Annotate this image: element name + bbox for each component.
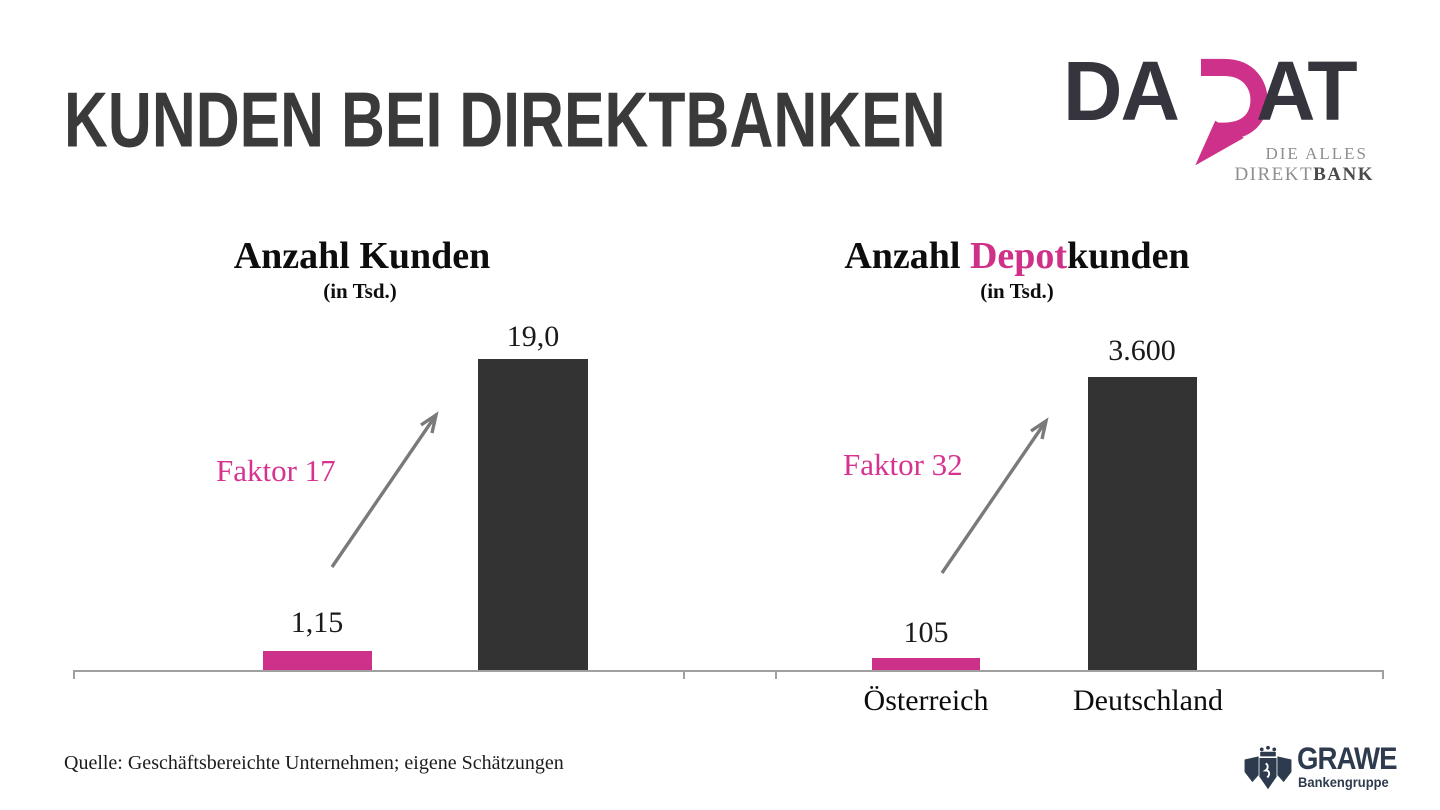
dadat-tagline-line2: DIREKTBANK [1234,164,1374,186]
right-chart-unit: (in Tsd.) [980,279,1054,303]
axis-tick [1382,670,1384,679]
grawe-wordmark: GRAWE [1297,741,1398,777]
page-title: KUNDEN BEI DIREKTBANKEN [64,76,946,164]
right-chart-growth-arrow-icon [940,417,1049,574]
right-chart-value-austria: 105 [903,616,949,649]
right-chart-title-accent: Depot [969,235,1068,277]
right-chart-bar-austria [872,658,980,672]
left-chart-growth-arrow-icon [330,411,439,568]
dadat-speech-bubble-d-icon [1195,58,1268,166]
dadat-wordmark-at: AT [1256,44,1358,138]
right-chart-title: Anzahl Depotkunden [787,234,1247,278]
left-chart-unit: (in Tsd.) [323,279,397,303]
dadat-wordmark-da: DA [1063,44,1180,138]
left-chart-value-austria: 1,15 [290,606,344,639]
x-axis-line [73,670,1384,672]
dadat-tagline-direkt: DIREKT [1234,164,1314,185]
axis-tick [775,670,777,679]
grawe-subtitle: Bankengruppe [1298,775,1389,790]
grawe-logo: GRAWE Bankengruppe [1243,742,1398,802]
right-chart-category-austria: Österreich [863,684,989,717]
left-chart-bar-germany [478,359,588,672]
left-chart-factor-annotation: Faktor 17 [216,453,336,488]
right-chart-bar-germany [1088,377,1197,672]
source-note: Quelle: Geschäftsbereichte Unternehmen; … [64,752,564,774]
grawe-shield-crown-icon [1244,745,1292,790]
dadat-tagline-bank: BANK [1313,164,1374,185]
left-chart-value-germany: 19,0 [506,320,560,353]
right-chart-value-germany: 3.600 [1108,334,1176,367]
left-chart-bar-austria [263,651,372,672]
dadat-tagline-line1: DIE ALLES [1265,144,1368,163]
axis-tick [683,670,685,679]
right-chart-factor-annotation: Faktor 32 [843,447,963,482]
left-chart-title: Anzahl Kunden [233,235,491,277]
axis-tick [73,670,75,679]
right-chart-title-pre: Anzahl [844,235,970,277]
right-chart-category-germany: Deutschland [1073,684,1223,717]
right-chart-title-post: kunden [1067,235,1190,277]
dadat-logo: DA AT DIE ALLES DIREKTBANK [1060,46,1390,196]
